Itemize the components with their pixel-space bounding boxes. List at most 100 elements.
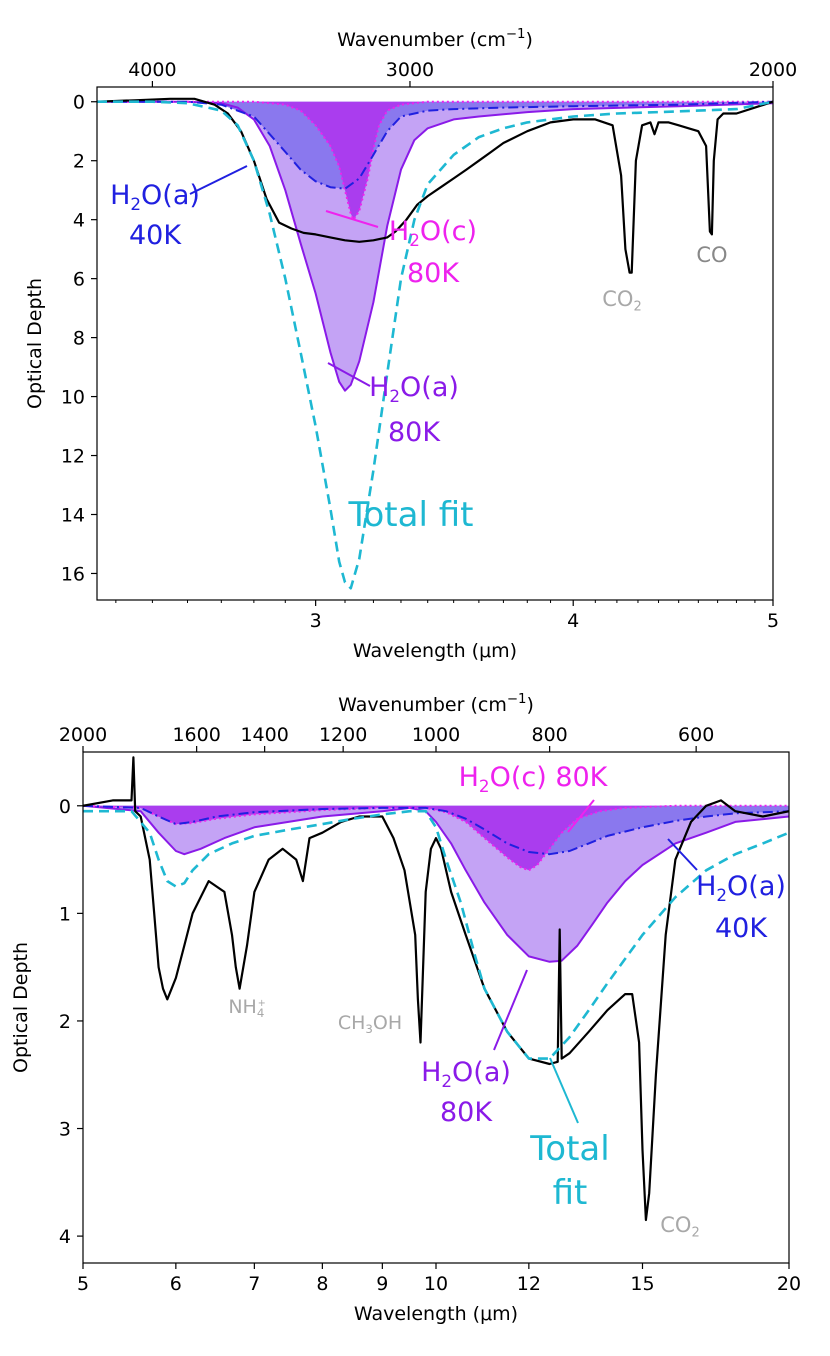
y-tick-label: 0 xyxy=(73,92,85,114)
x-tick-label: 10 xyxy=(424,1273,448,1295)
label-nh4-sup: + xyxy=(258,998,266,1009)
x-tick-label: 5 xyxy=(767,610,779,632)
series-line-h2o-a-80k xyxy=(83,804,789,963)
label-h2o-c-80k-sub: 2 xyxy=(409,230,420,250)
x-tick-label: 3 xyxy=(310,610,322,632)
series-line-h2o-a-40k xyxy=(83,804,789,856)
label-h2o-a-80k-main: H xyxy=(421,1057,441,1088)
label-h2o-c-80k-sub: 2 xyxy=(479,776,490,796)
top-axis-title-main: Wavenumber (cm xyxy=(337,29,506,51)
panel-top: 3 4 5 4000 3000 2000 0 2 4 6 8 10 12 14 16 Wavelength (… xyxy=(24,27,797,662)
label-nh4-sub: 4 xyxy=(257,1006,265,1020)
x-tick-label: 9 xyxy=(376,1273,388,1295)
label-co2-main: CO xyxy=(602,287,633,311)
label-ch3oh-rest: OH xyxy=(373,1012,402,1034)
series-line-observed xyxy=(97,97,773,274)
x-axis-title: Wavelength (μm) xyxy=(353,640,517,662)
y-tick-label: 4 xyxy=(59,1226,71,1248)
series-line-h2o-c-80k xyxy=(97,100,773,221)
label-h2o-c-80k-temp: 80K xyxy=(407,258,460,289)
label-total-fit-line2: fit xyxy=(553,1173,588,1213)
series-line-total-fit xyxy=(83,809,789,1060)
label-co: CO xyxy=(696,243,727,267)
top-tick-label: 2000 xyxy=(59,724,107,746)
label-h2o-a-80k-rest: O(a) xyxy=(452,1057,511,1088)
series-fill-h2o-a-40k xyxy=(83,805,789,855)
pointer-total-fit xyxy=(549,1057,579,1124)
series-fill-h2o-a-80k xyxy=(83,805,789,962)
plot-area xyxy=(97,97,773,590)
top-tick-label: 2000 xyxy=(749,59,797,81)
label-h2o-c-80k: H2O(c) 80K xyxy=(459,762,609,796)
x-tick-label: 5 xyxy=(77,1273,89,1295)
label-h2o-a-80k-temp: 80K xyxy=(440,1097,493,1128)
x-tick-label: 6 xyxy=(170,1273,182,1295)
y-tick-label: 4 xyxy=(73,210,85,232)
label-h2o-a-40k-sub: 2 xyxy=(130,194,141,214)
series-fill-h2o-c-80k xyxy=(83,805,789,871)
y-axis-title: Optical Depth xyxy=(24,278,46,409)
pointer-h2o-c-80k xyxy=(325,210,379,228)
x-tick-label: 7 xyxy=(248,1273,260,1295)
label-h2o-a-80k-rest: O(a) xyxy=(400,372,459,403)
label-h2o-a-40k: H2O(a) xyxy=(110,180,200,214)
y-tick-label: 10 xyxy=(61,387,85,409)
top-axis-title: Wavenumber (cm−1) xyxy=(338,692,534,716)
top-axis-title-end: ) xyxy=(526,694,533,716)
series-line-h2o-a-40k xyxy=(97,100,773,190)
y-axis-title: Optical Depth xyxy=(10,942,32,1073)
label-total-fit-line1: Total xyxy=(529,1129,609,1169)
top-axis-title-sup: −1 xyxy=(507,692,527,707)
pointer-h2o-a-40k xyxy=(667,838,698,871)
plot-area xyxy=(83,756,789,1222)
label-h2o-a-40k: H2O(a) xyxy=(696,871,786,905)
label-h2o-a-40k-temp: 40K xyxy=(129,220,182,251)
top-tick-label: 1000 xyxy=(412,724,460,746)
top-tick-label: 3000 xyxy=(386,59,434,81)
y-tick-label: 1 xyxy=(59,903,71,925)
top-tick-label: 4000 xyxy=(128,59,176,81)
series-line-observed xyxy=(83,756,789,1222)
y-tick-label: 2 xyxy=(59,1011,71,1033)
label-h2o-c-80k-main: H xyxy=(389,216,409,247)
label-h2o-a-40k-main: H xyxy=(696,871,716,902)
plot-frame xyxy=(96,86,774,601)
top-axis-title: Wavenumber (cm−1) xyxy=(337,27,533,51)
label-h2o-a-80k-temp: 80K xyxy=(388,417,441,448)
y-tick-label: 0 xyxy=(59,796,71,818)
pointer-h2o-a-80k xyxy=(493,969,528,1051)
pointer-h2o-a-40k xyxy=(189,165,248,195)
series-fill-h2o-a-40k xyxy=(97,101,773,189)
top-tick-label: 1200 xyxy=(319,724,367,746)
label-h2o-a-40k-sub: 2 xyxy=(716,885,727,905)
label-co2: CO2 xyxy=(602,287,641,315)
label-co2-sub: 2 xyxy=(633,300,641,315)
y-tick-label: 3 xyxy=(59,1119,71,1141)
y-tick-label: 2 xyxy=(73,151,85,173)
label-h2o-a-80k-sub: 2 xyxy=(389,386,400,406)
y-tick-label: 8 xyxy=(73,328,85,350)
label-h2o-c-80k-rest: O(c) 80K xyxy=(490,762,609,793)
label-total-fit: Total fit xyxy=(348,495,474,535)
pointer-h2o-c-80k xyxy=(567,799,595,833)
label-ch3oh-sub: 3 xyxy=(365,1022,373,1036)
label-h2o-a-40k-main: H xyxy=(110,180,130,211)
x-tick-label: 8 xyxy=(316,1273,328,1295)
x-tick-label: 4 xyxy=(567,610,579,632)
label-h2o-c-80k-main: H xyxy=(459,762,479,793)
label-h2o-c-80k: H2O(c) xyxy=(389,216,477,250)
y-tick-label: 6 xyxy=(73,269,85,291)
top-axis-title-end: ) xyxy=(525,29,532,51)
top-tick-label: 600 xyxy=(678,724,714,746)
y-tick-label: 12 xyxy=(61,446,85,468)
label-h2o-a-80k-main: H xyxy=(369,372,389,403)
label-h2o-a-40k-rest: O(a) xyxy=(141,180,200,211)
top-tick-label: 1400 xyxy=(240,724,288,746)
label-ch3oh-main: CH xyxy=(338,1012,366,1034)
label-ch3oh: CH3OH xyxy=(338,1012,402,1036)
label-co2-sub: 2 xyxy=(691,1226,699,1241)
x-axis-title: Wavelength (μm) xyxy=(354,1303,518,1325)
label-h2o-a-80k: H2O(a) xyxy=(421,1057,511,1091)
